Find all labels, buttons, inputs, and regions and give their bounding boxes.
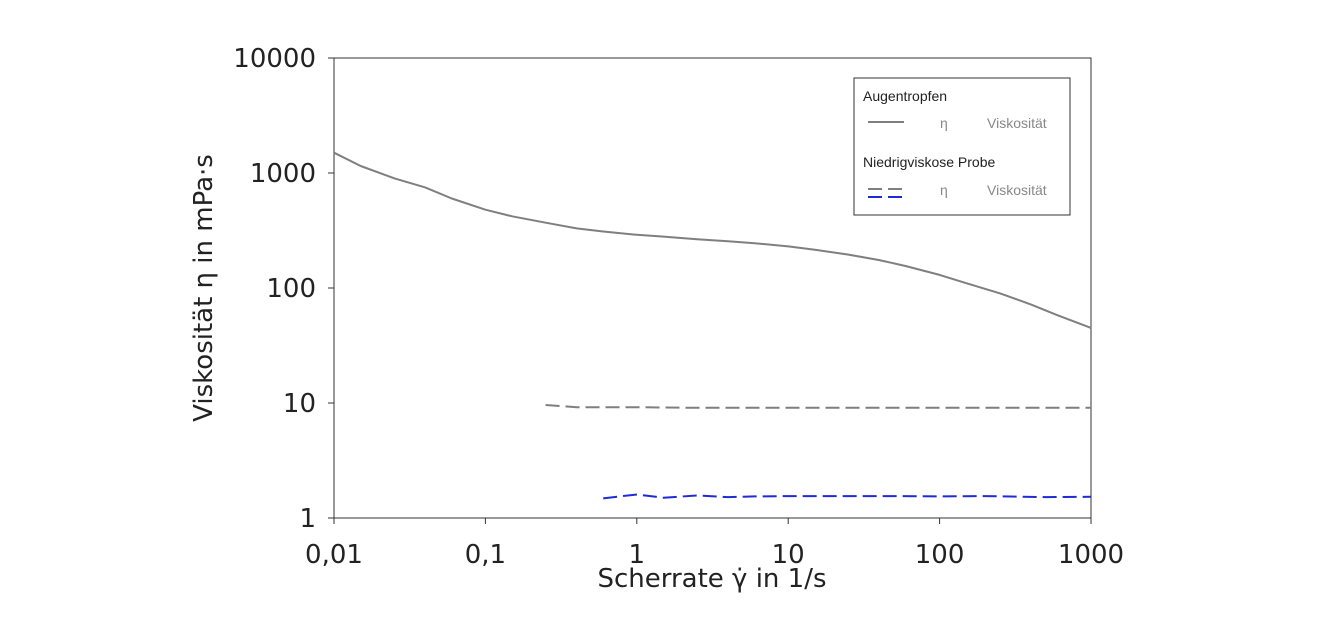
- legend-group-title-niedrigviskose: Niedrigviskose Probe: [863, 154, 995, 170]
- x-axis-title: Scherrate γ̇ in 1/s: [597, 564, 826, 594]
- legend-group-title-augentropfen: Augentropfen: [863, 88, 947, 104]
- y-axis-title: Viskosität η in mPa·s: [189, 154, 219, 422]
- x-tick-label: 0,1: [465, 540, 506, 570]
- x-tick-label: 100: [915, 540, 965, 570]
- x-tick-label: 1000: [1058, 540, 1124, 570]
- y-tick-label: 1: [299, 504, 316, 534]
- legend: Augentropfen η Viskosität Niedrigviskose…: [853, 77, 1071, 216]
- y-tick-label: 1000: [250, 159, 316, 189]
- series-line-1: [545, 404, 1091, 409]
- legend-symbol-eta-2: η: [940, 182, 948, 198]
- y-tick-label: 10: [283, 389, 316, 419]
- x-axis: 0,01 0,1 1 10 100 1000: [305, 518, 1124, 570]
- x-tick-label: 10: [772, 540, 805, 570]
- x-tick-label: 0,01: [305, 540, 363, 570]
- y-tick-label: 100: [266, 274, 316, 304]
- legend-symbol-eta-1: η: [940, 115, 948, 131]
- series-line-0: [333, 151, 1092, 329]
- y-tick-label: 10000: [233, 44, 316, 74]
- legend-box: [853, 77, 1071, 216]
- series-line-2: [603, 493, 1092, 500]
- legend-label-viskositaet-2: Viskosität: [987, 182, 1047, 198]
- y-axis: 1 10 100 1000 10000: [233, 44, 334, 534]
- legend-label-viskositaet-1: Viskosität: [987, 115, 1047, 131]
- series-layer: [333, 151, 1092, 500]
- x-tick-label: 1: [629, 540, 646, 570]
